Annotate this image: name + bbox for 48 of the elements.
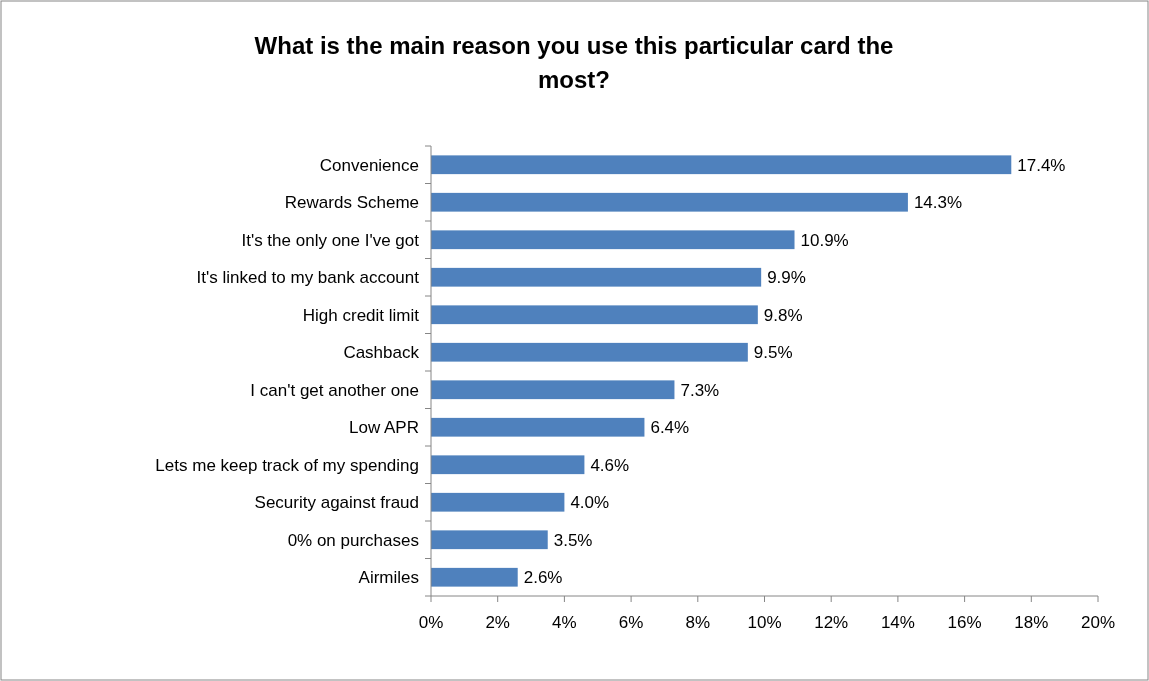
- y-tick-label: Rewards Scheme: [284, 193, 419, 213]
- x-tick-label: 0%: [418, 612, 444, 632]
- y-tick-label: High credit limit: [302, 305, 420, 325]
- bar: [431, 380, 675, 400]
- data-label: 9.8%: [763, 305, 803, 325]
- bar: [431, 305, 758, 325]
- x-tick-label: 4%: [552, 612, 577, 632]
- data-label: 4.6%: [590, 455, 630, 475]
- chart-title: What is the main reason you use this particular card the most?: [254, 32, 894, 94]
- y-tick-label: Security against fraud: [254, 493, 419, 513]
- bar: [431, 342, 748, 362]
- x-tick-label: 20%: [1080, 612, 1116, 632]
- x-tick-label: 18%: [1014, 612, 1049, 632]
- data-label: 14.3%: [913, 193, 963, 213]
- data-label: 7.3%: [680, 380, 720, 400]
- data-label: 3.5%: [553, 530, 593, 550]
- bar: [431, 417, 645, 437]
- bar: [431, 567, 518, 587]
- data-label: 9.9%: [767, 268, 806, 288]
- x-tick-label: 2%: [485, 612, 510, 632]
- y-tick-label: Airmiles: [358, 568, 419, 588]
- y-tick-label: 0% on purchases: [287, 530, 419, 550]
- x-tick-label: 16%: [947, 612, 982, 632]
- bar: [431, 230, 795, 250]
- y-tick-label: It's the only one I've got: [241, 230, 420, 250]
- x-tick-label: 14%: [880, 612, 915, 632]
- x-tick-label: 12%: [814, 612, 849, 632]
- bar: [431, 530, 548, 550]
- data-label: 10.9%: [800, 230, 849, 250]
- bar: [431, 492, 565, 512]
- data-label: 17.4%: [1017, 155, 1066, 175]
- data-label: 4.0%: [570, 493, 610, 513]
- y-tick-label: I can't get another one: [250, 380, 419, 400]
- data-label: 2.6%: [523, 568, 563, 588]
- y-tick-label: Convenience: [319, 155, 419, 175]
- y-tick-label: Cashback: [343, 343, 420, 363]
- y-tick-label: Lets me keep track of my spending: [155, 455, 419, 475]
- x-tick-label: 6%: [618, 612, 644, 632]
- x-tick-label: 8%: [685, 612, 711, 632]
- y-tick-label: Low APR: [349, 418, 419, 438]
- x-tick-label: 10%: [747, 612, 782, 632]
- bar: [431, 267, 762, 287]
- bar: [431, 455, 585, 475]
- data-label: 9.5%: [753, 343, 793, 363]
- data-label: 6.4%: [650, 418, 690, 438]
- y-tick-label: It's linked to my bank account: [196, 268, 420, 288]
- bar: [431, 192, 908, 212]
- bar: [431, 155, 1012, 175]
